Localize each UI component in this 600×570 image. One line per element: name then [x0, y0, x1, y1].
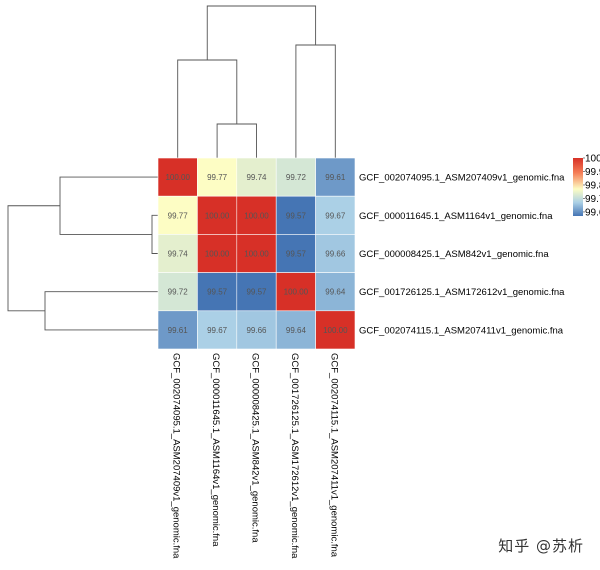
cell-value-label: 100.00	[244, 211, 269, 220]
legend-tick-label: 99.7	[585, 194, 600, 205]
cell-value-label: 99.57	[207, 288, 228, 297]
cell-value-label: 99.74	[168, 250, 189, 259]
row-dendrogram	[7, 176, 158, 331]
column-label: GCF_002074095.1_ASM207409v1_genomic.fna	[171, 353, 182, 559]
row-labels: GCF_002074095.1_ASM207409v1_genomic.fna G…	[359, 173, 565, 337]
cell-value-label: 100.00	[205, 250, 230, 259]
heatmap-cell	[157, 157, 198, 197]
heatmap-cell	[236, 272, 277, 312]
column-dendrogram	[177, 5, 336, 158]
cell-value-label: 99.57	[286, 250, 307, 259]
column-label: GCF_000011645.1_ASM1164v1_genomic.fna	[210, 353, 221, 547]
heatmap-cell	[157, 195, 198, 235]
dendrogram-link	[7, 205, 60, 312]
cell-value-label: 99.66	[325, 250, 346, 259]
heatmap-cell	[315, 310, 356, 350]
legend-color-bar	[573, 158, 583, 216]
heatmap-cell	[236, 195, 277, 235]
cell-value-label: 99.66	[246, 326, 267, 335]
cell-value-label: 99.72	[168, 288, 189, 297]
cell-value-label: 100.00	[165, 173, 190, 182]
dendrogram-link	[216, 123, 257, 158]
cell-value-label: 99.61	[325, 173, 346, 182]
heatmap-cell	[275, 272, 316, 312]
heatmap-cell	[275, 234, 316, 273]
heatmap-cell	[157, 272, 198, 312]
column-label: GCF_002074115.1_ASM207411v1_genomic.fna	[328, 353, 339, 558]
watermark-text: 知乎 @苏析	[498, 537, 584, 555]
cell-value-label: 99.72	[286, 173, 307, 182]
cell-value-label: 100.00	[323, 326, 348, 335]
heatmap-cell	[197, 157, 238, 197]
heatmap-cell	[197, 310, 238, 350]
cell-value-label: 99.74	[246, 173, 267, 182]
column-label: GCF_000008425.1_ASM842v1_genomic.fna	[250, 353, 261, 543]
heatmap-cell	[197, 234, 238, 273]
dendrogram-link	[151, 214, 158, 254]
dendrogram-link	[44, 291, 158, 331]
cell-value-label: 99.57	[286, 211, 307, 220]
cell-value-label: 99.67	[207, 326, 228, 335]
heatmap-cell	[236, 157, 277, 197]
legend-tick-label: 100	[585, 154, 600, 165]
cell-value-label: 100.00	[244, 250, 269, 259]
heatmap-cell	[197, 272, 238, 312]
dendrogram-link	[295, 44, 336, 158]
heatmap-cells: 100.00 99.77 99.74 99.72 99.61 99.77 100.00 100…	[157, 157, 356, 350]
column-labels: GCF_002074095.1_ASM207409v1_genomic.fna G…	[171, 353, 340, 559]
heatmap-cell	[315, 234, 356, 273]
row-label: GCF_001726125.1_ASM172612v1_genomic.fna	[359, 287, 565, 298]
row-label: GCF_002074115.1_ASM207411v1_genomic.fna	[359, 325, 564, 336]
row-label: GCF_002074095.1_ASM207409v1_genomic.fna	[359, 173, 565, 184]
cell-value-label: 99.64	[325, 288, 346, 297]
cell-value-label: 99.77	[207, 173, 228, 182]
heatmap-cell	[315, 195, 356, 235]
cell-value-label: 99.64	[286, 326, 307, 335]
legend-tick-label: 99.6	[585, 207, 600, 218]
cell-value-label: 99.77	[168, 211, 189, 220]
legend-tick-label: 99.9	[585, 167, 600, 178]
row-label: GCF_000011645.1_ASM1164v1_genomic.fna	[359, 211, 553, 222]
row-label: GCF_000008425.1_ASM842v1_genomic.fna	[359, 249, 549, 260]
dendrogram-link	[59, 176, 158, 235]
heatmap-cell	[157, 310, 198, 350]
dendrogram-link	[206, 5, 317, 60]
heatmap-cell	[236, 310, 277, 350]
cell-value-label: 99.57	[246, 288, 267, 297]
legend-tick-label: 99.8	[585, 180, 600, 191]
column-label: GCF_001726125.1_ASM172612v1_genomic.fna	[289, 353, 300, 559]
cell-value-label: 99.61	[168, 326, 189, 335]
heatmap-cell	[315, 272, 356, 312]
dendrogram-link	[177, 59, 238, 158]
heatmap-cell	[275, 157, 316, 197]
cell-value-label: 100.00	[205, 211, 230, 220]
cell-value-label: 99.67	[325, 211, 346, 220]
color-legend: 100 99.9 99.8 99.7 99.6	[573, 154, 600, 218]
cell-value-label: 100.00	[284, 288, 309, 297]
